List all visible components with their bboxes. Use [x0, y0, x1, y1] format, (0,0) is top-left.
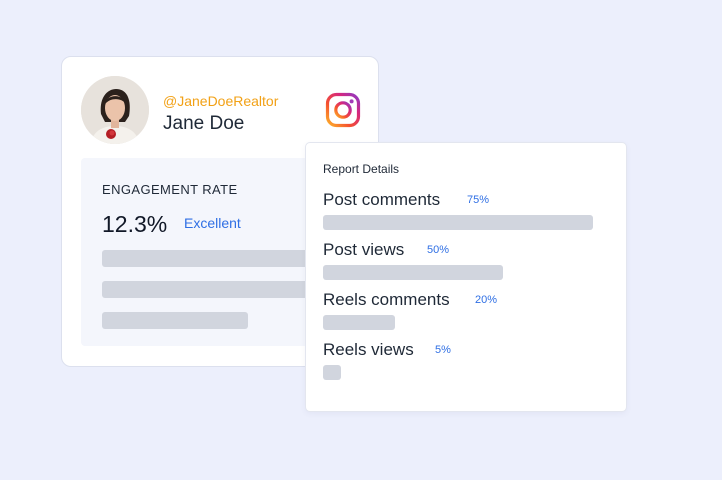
report-details-card: Report Details Post comments 75% Post vi…	[305, 142, 627, 412]
report-bar	[323, 265, 503, 280]
report-percent: 75%	[467, 194, 490, 206]
report-bar	[323, 215, 593, 230]
report-bar	[323, 315, 395, 330]
report-percent: 20%	[475, 294, 498, 306]
placeholder-line	[102, 250, 332, 267]
placeholder-line	[102, 312, 248, 329]
engagement-rating: Excellent	[184, 215, 241, 231]
report-label: Post comments	[323, 190, 441, 209]
profile-handle[interactable]: @JaneDoeRealtor	[163, 93, 279, 109]
engagement-value: 12.3%	[102, 211, 168, 237]
instagram-icon[interactable]	[325, 92, 361, 128]
report-bar-track	[323, 215, 683, 230]
report-label: Reels views	[323, 340, 414, 359]
profile-card: @JaneDoeRealtor Jane Doe ENGAGEMENT RATE	[61, 56, 379, 367]
report-bar-track	[323, 315, 683, 330]
placeholder-line	[102, 281, 332, 298]
report-bar-track	[323, 265, 683, 280]
avatar	[81, 76, 149, 144]
report-title: Report Details	[323, 162, 400, 176]
engagement-title: ENGAGEMENT RATE	[102, 182, 238, 197]
report-percent: 50%	[427, 244, 450, 256]
report-bar-track	[323, 365, 683, 380]
report-percent: 5%	[435, 344, 451, 356]
report-label: Reels comments	[323, 290, 450, 309]
report-bar	[323, 365, 341, 380]
engagement-panel: ENGAGEMENT RATE 12.3% Excellent	[81, 158, 332, 346]
report-label: Post views	[323, 240, 405, 259]
profile-name: Jane Doe	[163, 113, 245, 134]
